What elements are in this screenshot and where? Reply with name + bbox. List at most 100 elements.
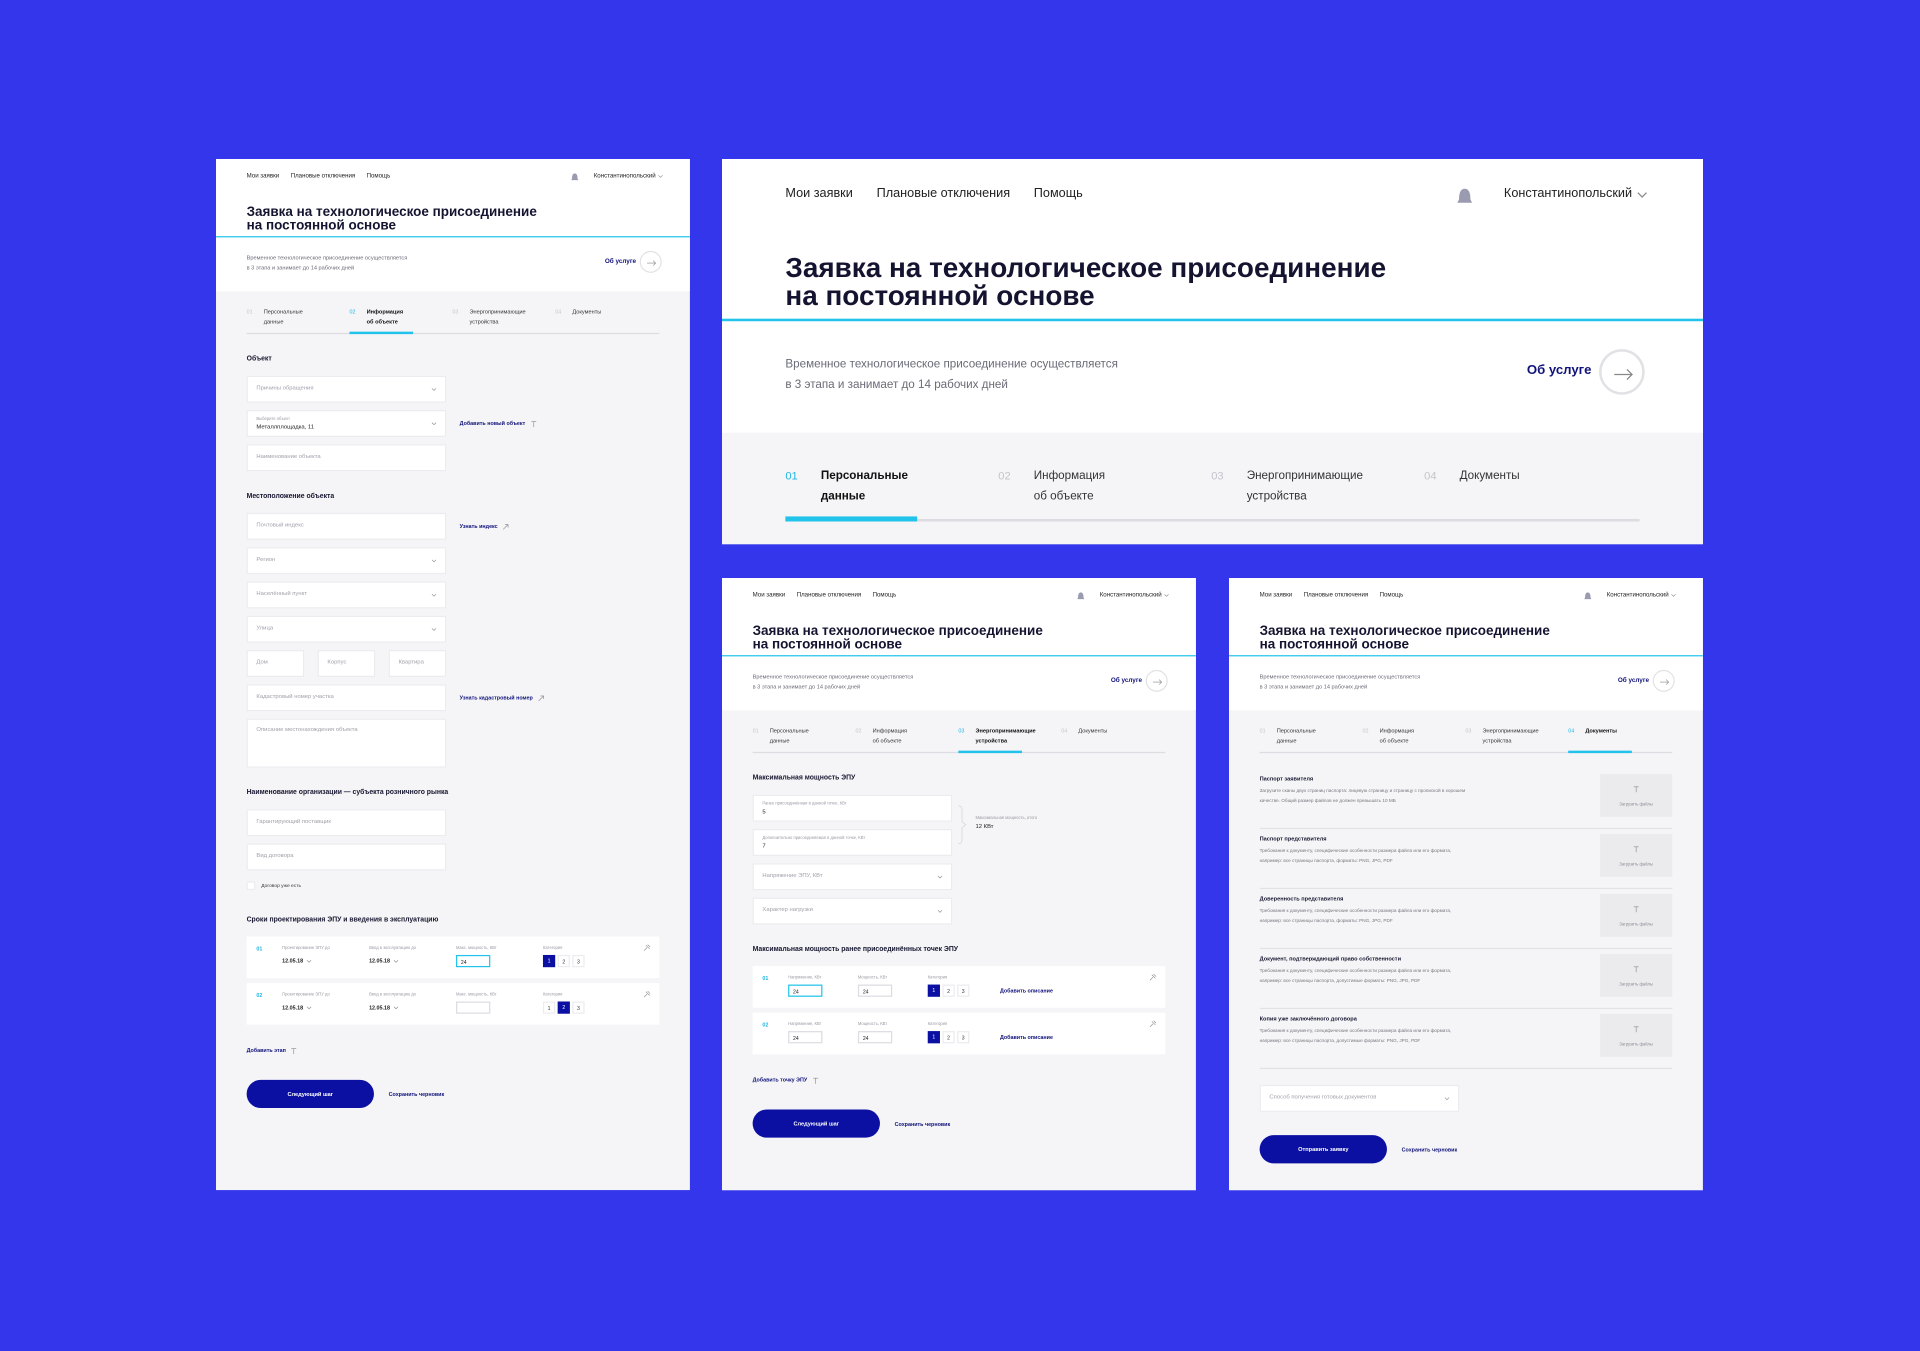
about-button[interactable] (1599, 349, 1645, 395)
step-label[interactable]: устройства (975, 737, 1008, 744)
step-number[interactable]: 02 (998, 469, 1011, 482)
field-link[interactable]: Узнать индекс (459, 523, 498, 530)
step-number[interactable]: 04 (1568, 727, 1575, 734)
step-number[interactable]: 03 (1465, 727, 1472, 734)
category-option[interactable]: 1 (542, 1001, 556, 1014)
secondary-button[interactable]: Сохранить черновик (1401, 1146, 1458, 1153)
step-label[interactable]: Документы (572, 308, 602, 315)
category-option[interactable]: 3 (572, 954, 585, 968)
row-link[interactable]: Добавить описание (999, 987, 1053, 994)
about-button[interactable] (1145, 669, 1168, 692)
about-button[interactable] (639, 250, 662, 273)
step-label[interactable]: Информация (1379, 727, 1415, 734)
cell-input[interactable]: 24 (857, 984, 893, 997)
row-link[interactable]: Добавить описание (999, 1033, 1053, 1041)
step-number[interactable]: 04 (1061, 727, 1068, 734)
input-field[interactable] (246, 684, 447, 712)
step-number[interactable]: 01 (785, 469, 798, 482)
cell-input[interactable]: 24 (456, 954, 491, 968)
step-label[interactable]: Энергопринимающие (975, 727, 1036, 734)
secondary-button[interactable]: Сохранить черновик (894, 1120, 951, 1127)
category-option[interactable]: 1 (542, 954, 556, 968)
secondary-button[interactable]: Сохранить черновик (388, 1090, 445, 1097)
select-field[interactable] (752, 897, 953, 925)
step-label[interactable]: об объекте (1033, 489, 1094, 502)
about-link[interactable]: Об услуге (1526, 364, 1592, 380)
cell-input[interactable] (456, 1001, 491, 1014)
step-label[interactable]: Документы (1585, 727, 1617, 734)
nav-link[interactable]: Помощь (1033, 186, 1083, 203)
select-field[interactable] (752, 863, 953, 891)
select-field[interactable] (246, 410, 447, 437)
step-label[interactable]: устройства (1482, 737, 1512, 744)
nav-link[interactable]: Помощь (366, 172, 391, 180)
category-option[interactable]: 1 (927, 984, 940, 997)
nav-link[interactable]: Мои заявки (246, 172, 280, 180)
input-field[interactable] (246, 809, 447, 837)
user-name[interactable]: Константинопольский (1503, 186, 1633, 203)
select-field[interactable] (246, 581, 447, 609)
category-option[interactable]: 2 (557, 954, 570, 968)
primary-button[interactable]: Отправить заявку (1259, 1135, 1387, 1164)
upload-box[interactable]: Загрузить файлы (1600, 893, 1673, 937)
upload-box[interactable]: Загрузить файлы (1600, 773, 1673, 817)
input-field[interactable] (246, 512, 447, 540)
input-field[interactable] (752, 794, 953, 822)
about-button[interactable] (1652, 669, 1675, 692)
step-label[interactable]: данные (1276, 737, 1297, 744)
nav-link[interactable]: Плановые отключения (290, 172, 356, 180)
step-label[interactable]: устройства (469, 318, 499, 325)
input-field[interactable] (317, 650, 376, 677)
textarea-field[interactable] (246, 718, 447, 768)
user-name[interactable]: Константинопольский (1606, 591, 1669, 599)
category-option[interactable]: 2 (942, 984, 955, 997)
nav-link[interactable]: Плановые отключения (876, 186, 1011, 203)
select-field[interactable] (1259, 1084, 1460, 1112)
step-number[interactable]: 03 (452, 308, 459, 315)
step-number[interactable]: 01 (1259, 727, 1266, 734)
step-label[interactable]: Информация (872, 727, 908, 734)
step-label[interactable]: Энергопринимающие (1482, 727, 1539, 734)
step-label[interactable]: об объекте (366, 318, 398, 325)
about-link[interactable]: Об услуге (1617, 677, 1650, 685)
date-value[interactable]: 12.05.18 (369, 1004, 391, 1011)
cell-input[interactable]: 24 (857, 1031, 893, 1044)
step-label[interactable]: данные (263, 318, 284, 325)
select-field[interactable] (246, 547, 447, 575)
add-link[interactable]: Добавить этап (246, 1047, 286, 1054)
step-label[interactable]: Документы (1459, 468, 1520, 482)
step-label[interactable]: данные (820, 489, 866, 502)
step-number[interactable]: 02 (349, 308, 356, 315)
step-label[interactable]: устройства (1246, 489, 1307, 502)
step-number[interactable]: 04 (555, 308, 562, 315)
step-label[interactable]: об объекте (1379, 737, 1409, 744)
primary-button[interactable]: Следующий шаг (752, 1109, 880, 1138)
step-label[interactable]: Персональные (769, 727, 809, 734)
checkbox[interactable] (246, 881, 256, 891)
date-value[interactable]: 12.05.18 (282, 957, 304, 964)
step-label[interactable]: данные (769, 737, 790, 744)
step-label[interactable]: Персональные (1276, 727, 1316, 734)
upload-box[interactable]: Загрузить файлы (1600, 953, 1673, 997)
about-link[interactable]: Об услуге (604, 258, 637, 266)
step-number[interactable]: 01 (246, 308, 253, 315)
select-field[interactable] (246, 615, 447, 643)
category-option[interactable]: 2 (557, 1001, 570, 1014)
upload-box[interactable]: Загрузить файлы (1600, 1013, 1673, 1057)
nav-link[interactable]: Помощь (872, 591, 897, 599)
step-label[interactable]: об объекте (872, 737, 902, 744)
input-field[interactable] (246, 444, 447, 472)
step-number[interactable]: 02 (1362, 727, 1369, 734)
step-number[interactable]: 01 (752, 727, 759, 734)
step-number[interactable]: 03 (1211, 469, 1224, 482)
nav-link[interactable]: Мои заявки (1259, 591, 1293, 599)
nav-link[interactable]: Мои заявки (752, 591, 786, 599)
primary-button[interactable]: Следующий шаг (246, 1079, 374, 1109)
category-option[interactable]: 1 (927, 1031, 940, 1044)
step-label[interactable]: Информация (366, 308, 404, 315)
field-link[interactable]: Узнать кадастровый номер (459, 694, 533, 701)
add-link[interactable]: Добавить точку ЭПУ (752, 1076, 808, 1083)
category-option[interactable]: 3 (572, 1001, 585, 1014)
category-option[interactable]: 2 (942, 1031, 955, 1044)
nav-link[interactable]: Плановые отключения (796, 591, 862, 599)
